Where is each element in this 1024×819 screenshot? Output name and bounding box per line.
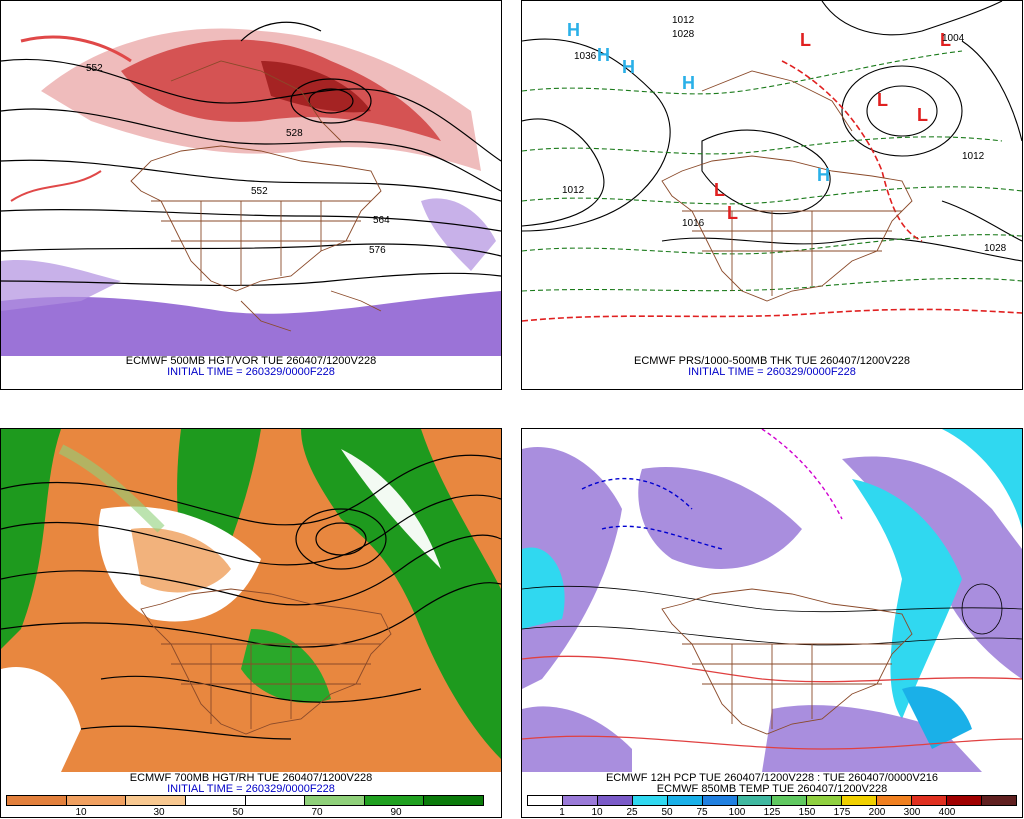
colorbar-swatch — [562, 796, 598, 805]
colorbar-swatch — [737, 796, 773, 805]
panel-prs-thickness: H H H H H L L L L L L 1012 1028 1036 101… — [521, 0, 1023, 390]
colorbar-tick: 50 — [661, 807, 673, 818]
initial-time: INITIAL TIME = 260329/0000F228 — [688, 366, 856, 378]
colorbar-swatch — [245, 796, 306, 805]
initial-time: INITIAL TIME = 260329/0000F228 — [167, 783, 335, 795]
high-pressure-marker: H — [567, 20, 580, 40]
colorbar-tick: 125 — [763, 807, 781, 818]
high-pressure-marker: H — [682, 73, 695, 93]
low-pressure-marker: L — [714, 180, 725, 200]
colorbar-swatch — [772, 796, 808, 805]
colorbar-swatch — [185, 796, 246, 805]
high-pressure-marker: H — [622, 57, 635, 77]
map-700mb-humidity — [1, 429, 501, 772]
colorbar-tick: 400 — [938, 807, 956, 818]
colorbar-swatch — [912, 796, 948, 805]
colorbar-swatch — [807, 796, 843, 805]
low-pressure-marker: L — [940, 30, 951, 50]
colorbar-swatch — [947, 796, 982, 805]
colorbar-swatch — [528, 796, 563, 805]
colorbar-tick: 10 — [75, 807, 87, 818]
panel-title: ECMWF 500MB HGT/VOR TUE 260407/1200V228 — [125, 355, 377, 367]
map-precipitation — [522, 429, 1022, 772]
contour-label: 564 — [373, 215, 390, 226]
colorbar-swatch — [667, 796, 703, 805]
colorbar-tick: 100 — [728, 807, 746, 818]
high-pressure-marker: H — [817, 165, 830, 185]
contour-label: 576 — [369, 245, 386, 256]
panel-precip-850mb-temp: ECMWF 12H PCP TUE 260407/1200V228 : TUE … — [521, 428, 1023, 818]
map-500mb-vorticity: 552 528 552 564 576 — [1, 1, 501, 356]
colorbar-swatch — [424, 796, 483, 805]
colorbar-swatch — [66, 796, 127, 805]
panel-title: ECMWF 700MB HGT/RH TUE 260407/1200V228 — [129, 772, 373, 784]
initial-time: INITIAL TIME = 260329/0000F228 — [167, 366, 335, 378]
colorbar-tick: 30 — [153, 807, 165, 818]
panel-title: ECMWF PRS/1000-500MB THK TUE 260407/1200… — [634, 355, 910, 367]
colorbar-tick: 175 — [833, 807, 851, 818]
isobar-label: 1028 — [672, 29, 695, 40]
panel-subtitle: ECMWF 850MB TEMP TUE 260407/1200V228 — [656, 783, 888, 795]
colorbar-swatch — [7, 796, 67, 805]
map-pressure-thickness: H H H H H L L L L L L 1012 1028 1036 101… — [522, 1, 1022, 356]
precip-colorbar — [527, 795, 1017, 806]
panel-500mb-hgt-vor: 552 528 552 564 576 ECMWF 500MB HGT/VOR … — [0, 0, 502, 390]
low-pressure-marker: L — [877, 90, 888, 110]
isobar-label: 1036 — [574, 51, 597, 62]
colorbar-tick: 75 — [696, 807, 708, 818]
panel-700mb-hgt-rh: ECMWF 700MB HGT/RH TUE 260407/1200V228 I… — [0, 428, 502, 818]
colorbar-swatch — [305, 796, 365, 805]
colorbar-swatch — [632, 796, 668, 805]
colorbar-tick: 1 — [559, 807, 565, 818]
colorbar-tick: 70 — [311, 807, 323, 818]
isobar-label: 1016 — [682, 218, 705, 229]
colorbar-tick: 200 — [868, 807, 886, 818]
high-pressure-marker: H — [597, 45, 610, 65]
colorbar-tick: 90 — [390, 807, 402, 818]
colorbar-swatch — [981, 796, 1016, 805]
colorbar-tick: 150 — [798, 807, 816, 818]
colorbar-tick: 300 — [903, 807, 921, 818]
colorbar-swatch — [364, 796, 425, 805]
contour-label: 552 — [251, 186, 268, 197]
colorbar-tick: 50 — [232, 807, 244, 818]
contour-label: 528 — [286, 128, 303, 139]
isobar-label: 1012 — [562, 185, 585, 196]
colorbar-swatch — [126, 796, 186, 805]
isobar-label: 1012 — [672, 15, 695, 26]
colorbar-swatch — [702, 796, 738, 805]
colorbar-tick: 10 — [591, 807, 603, 818]
low-pressure-marker: L — [727, 203, 738, 223]
colorbar-tick: 25 — [626, 807, 638, 818]
isobar-label: 1012 — [962, 151, 985, 162]
low-pressure-marker: L — [917, 105, 928, 125]
colorbar-swatch — [597, 796, 633, 805]
isobar-label: 1004 — [942, 33, 965, 44]
isobar-label: 1028 — [984, 243, 1007, 254]
rh-colorbar — [6, 795, 484, 806]
low-pressure-marker: L — [800, 30, 811, 50]
contour-label: 552 — [86, 63, 103, 74]
colorbar-swatch — [877, 796, 913, 805]
panel-title: ECMWF 12H PCP TUE 260407/1200V228 : TUE … — [605, 772, 939, 784]
colorbar-swatch — [842, 796, 878, 805]
